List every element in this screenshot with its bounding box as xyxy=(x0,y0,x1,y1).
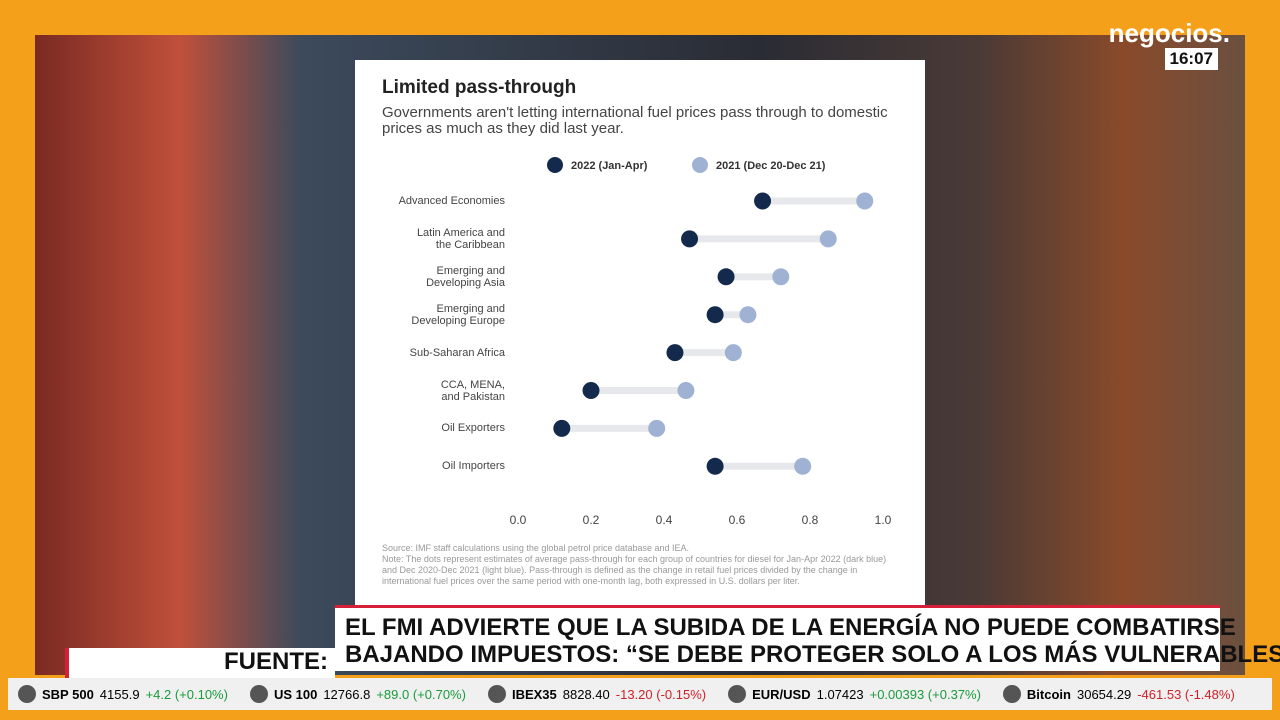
ticker-item: SBP 500 4155.9 +4.2 (+0.10%) xyxy=(18,685,228,703)
category-label: CCA, MENA, and Pakistan xyxy=(440,378,505,403)
ticker-name: Bitcoin xyxy=(1026,686,1071,702)
category-label: Advanced Economies xyxy=(398,195,505,207)
ticker-change: +89.0 (+0.70%) xyxy=(376,686,466,702)
chart-title: Limited pass-through xyxy=(382,77,576,98)
ticker-price: 30654.29 xyxy=(1076,686,1132,702)
dot xyxy=(856,192,874,210)
legend-label: 2022 (Jan-Apr) xyxy=(571,160,648,172)
chart-panel: Limited pass-through 0.0 0.2 0.4 0.6 0.8 1.0 2… xyxy=(355,60,925,610)
headline-line: BAJANDO IMPUESTOS: “SE DEBE PROTEGER SOL… xyxy=(345,641,1280,668)
chart-subtitle: Governments aren't letting international… xyxy=(382,104,888,137)
ticker-name: US 100 xyxy=(273,686,318,702)
ticker-change: -13.20 (-0.15%) xyxy=(615,686,707,702)
x-tick-label: 1.0 xyxy=(875,513,892,527)
dot xyxy=(553,419,571,437)
dot xyxy=(717,268,735,286)
ticker-price: 4155.9 xyxy=(99,686,140,702)
ticker-icon xyxy=(1002,685,1021,703)
x-tick-label: 0.8 xyxy=(802,513,819,527)
ticker-icon xyxy=(18,685,36,703)
ticker-icon xyxy=(249,685,268,703)
dot xyxy=(724,344,742,362)
ticker-item: Bitcoin 30654.29 -461.53 (-1.48%) xyxy=(1002,685,1235,703)
ticker: SBP 500 4155.9 +4.2 (+0.10%) US 100 12766.8 +… xyxy=(8,678,1272,710)
dot xyxy=(666,344,684,362)
ticker-change: +4.2 (+0.10%) xyxy=(145,686,228,702)
dot xyxy=(681,230,699,248)
category-label: Emerging and Developing Asia xyxy=(426,264,505,289)
dot xyxy=(772,268,790,286)
ticker-name: SBP 500 xyxy=(42,686,94,702)
clock: 16:07 xyxy=(1164,48,1218,70)
ticker-icon xyxy=(728,685,747,703)
dot xyxy=(706,306,724,324)
headline-line: EL FMI ADVIERTE QUE LA SUBIDA DE LA ENER… xyxy=(345,614,1236,641)
ticker-change: +0.00393 (+0.37%) xyxy=(869,686,981,702)
dot xyxy=(819,230,837,248)
ticker-item: US 100 12766.8 +89.0 (+0.70%) xyxy=(249,685,466,703)
dot xyxy=(582,382,600,399)
dot xyxy=(794,457,812,475)
ticker-change: -461.53 (-1.48%) xyxy=(1137,686,1235,702)
legend-swatch xyxy=(547,157,563,173)
dot xyxy=(648,419,666,437)
dot xyxy=(754,192,772,210)
source-label: FUENTE: xyxy=(65,648,335,678)
dot xyxy=(677,382,695,399)
dot xyxy=(739,306,757,324)
chart: Limited pass-through 0.0 0.2 0.4 0.6 0.8 1.0 2… xyxy=(382,77,892,527)
x-tick-label: 0.4 xyxy=(656,513,673,527)
ticker-price: 12766.8 xyxy=(323,686,371,702)
ticker-item: EUR/USD 1.07423 +0.00393 (+0.37%) xyxy=(728,685,981,703)
ticker-item: IBEX35 8828.40 -13.20 (-0.15%) xyxy=(487,685,707,703)
legend-swatch xyxy=(692,157,708,173)
dot xyxy=(706,457,724,475)
ticker-name: EUR/USD xyxy=(752,686,811,702)
category-label: Latin America and the Caribbean xyxy=(416,226,505,251)
legend-label: 2021 (Dec 20-Dec 21) xyxy=(716,160,826,172)
headline: EL FMI ADVIERTE QUE LA SUBIDA DE LA ENER… xyxy=(335,605,1280,671)
x-tick-label: 0.6 xyxy=(729,513,746,527)
channel-logo: negocios. xyxy=(1108,18,1230,48)
ticker-name: IBEX35 xyxy=(511,686,557,702)
x-tick-label: 0.0 xyxy=(510,513,527,527)
category-label: Sub-Saharan Africa xyxy=(409,346,505,359)
chart-note: Source: IMF staff calculations using the… xyxy=(382,543,887,586)
x-tick-label: 0.2 xyxy=(583,513,600,527)
category-label: Oil Exporters xyxy=(441,422,505,435)
category-label: Oil Importers xyxy=(442,460,505,473)
ticker-icon xyxy=(487,685,506,703)
ticker-price: 8828.40 xyxy=(562,686,610,702)
ticker-price: 1.07423 xyxy=(816,686,864,702)
category-label: Emerging and Developing Europe xyxy=(411,302,505,327)
